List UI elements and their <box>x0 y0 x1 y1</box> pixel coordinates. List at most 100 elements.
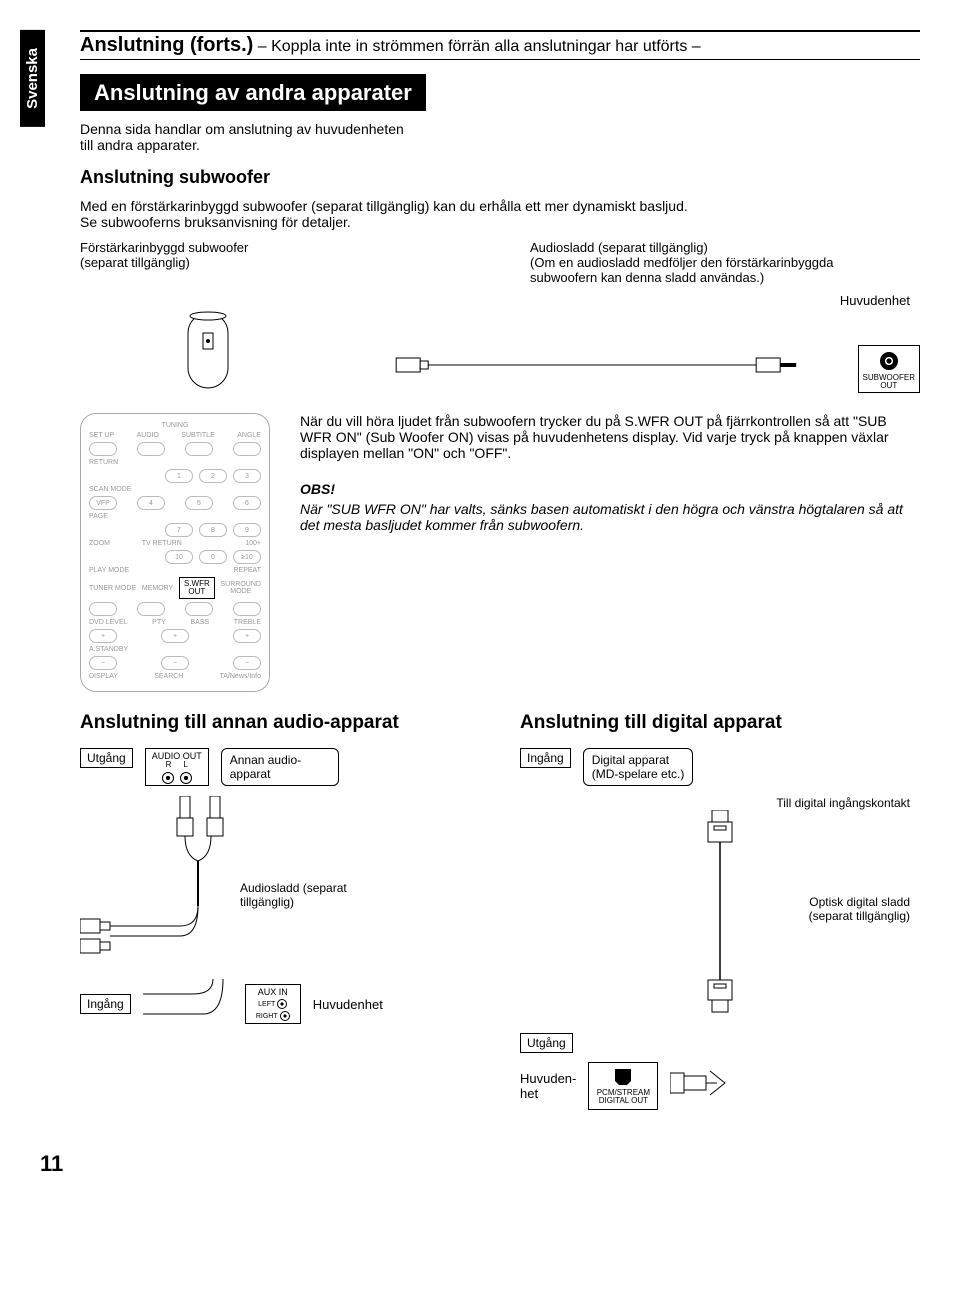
text: SURROUND <box>221 581 261 588</box>
cable-elbow-icon <box>143 979 233 1029</box>
remote-label: BASS <box>190 619 209 626</box>
audio-out-jack: AUDIO OUT R L <box>145 748 209 786</box>
annan-callout: Annan audio-apparat <box>221 748 339 786</box>
right-column-text: När du vill höra ljudet från subwoofern … <box>300 413 920 692</box>
remote-btn: 10 <box>165 550 193 564</box>
note-left: Förstärkarinbyggd subwoofer (separat til… <box>80 240 470 285</box>
remote-label: RETURN <box>89 459 261 466</box>
text-line: (MD-spelare etc.) <box>592 767 685 781</box>
aux-in-jack: AUX IN LEFT RIGHT <box>245 984 301 1024</box>
remote-btn: 3 <box>233 469 261 483</box>
remote-label: SCAN MODE <box>89 486 261 493</box>
text: Annan audio-apparat <box>230 753 330 781</box>
audio-connection-section: Anslutning till annan audio-apparat Utgå… <box>80 712 480 1121</box>
remote-btn: 5 <box>185 496 213 510</box>
remote-label: MEMORY <box>142 585 173 592</box>
remote-btn: 4 <box>137 496 165 510</box>
label: AUDIO OUT <box>152 751 202 761</box>
remote-btn: VFP <box>89 496 117 510</box>
subwoofer-heading: Anslutning subwoofer <box>80 167 920 188</box>
optical-plug-side-icon <box>670 1061 730 1111</box>
remote-btn: 2 <box>199 469 227 483</box>
remote-label: PTY <box>152 619 166 626</box>
remote-label: REPEAT <box>234 567 262 574</box>
main-unit-label: Huvudenhet <box>313 997 383 1012</box>
input-tag: Ingång <box>520 748 571 768</box>
text-line: (separat tillgänglig) <box>80 255 470 270</box>
remote-btn: 8 <box>199 523 227 537</box>
obs-body: När "SUB WFR ON" har valts, sänks basen … <box>300 501 920 533</box>
remote-label: DISPLAY <box>89 673 118 680</box>
remote-label: SET UP <box>89 432 114 439</box>
output-tag: Utgång <box>80 748 133 768</box>
text-line: Digital apparat <box>592 753 685 767</box>
section-heading: Anslutning av andra apparater <box>80 74 426 111</box>
remote-label: ANGLE <box>237 432 261 439</box>
digital-heading: Anslutning till digital apparat <box>520 712 920 734</box>
digital-connection-section: Anslutning till digital apparat Ingång D… <box>520 712 920 1121</box>
remote-label: AUDIO <box>137 432 159 439</box>
digital-device-callout: Digital apparat (MD-spelare etc.) <box>583 748 694 786</box>
language-tab: Svenska <box>20 30 45 127</box>
text-line: het <box>520 1086 576 1101</box>
diagram-notes: Förstärkarinbyggd subwoofer (separat til… <box>80 240 920 285</box>
header-subtitle: – Koppla inte in strömmen förrän alla an… <box>258 38 701 55</box>
text-line: subwoofern kan denna sladd användas.) <box>530 270 920 285</box>
r-label: R <box>166 761 172 769</box>
remote-btn: 6 <box>233 496 261 510</box>
digital-out-jack: PCM/STREAM DIGITAL OUT <box>588 1062 658 1110</box>
label: AUX IN <box>258 987 288 997</box>
section-heading-text: Anslutning av andra apparater <box>94 80 412 105</box>
remote-label: DVD LEVEL <box>89 619 128 626</box>
subwoofer-out-jack: SUBWOOFER OUT <box>858 345 920 393</box>
right-label: RIGHT <box>256 1013 278 1020</box>
input-tag: Ingång <box>80 994 131 1014</box>
remote-label: SEARCH <box>154 673 183 680</box>
note-right: Audiosladd (separat tillgänglig) (Om en … <box>530 240 920 285</box>
intro-line: Denna sida handlar om anslutning av huvu… <box>80 121 920 137</box>
remote-label: TV RETURN <box>142 540 182 547</box>
remote-btn: 0 <box>199 550 227 564</box>
page-number: 11 <box>40 1151 920 1177</box>
text: MODE <box>230 588 251 595</box>
till-digital-note: Till digital ingångskontakt <box>520 796 910 810</box>
remote-btn: 9 <box>233 523 261 537</box>
remote-label: 100+ <box>245 540 261 547</box>
l-label: L <box>183 761 187 769</box>
left-label: LEFT <box>258 1001 275 1008</box>
text-line: (Om en audiosladd medföljer den förstärk… <box>530 255 920 270</box>
remote-label: PLAY MODE <box>89 567 129 574</box>
main-unit-label: Huvudenhet <box>40 293 910 308</box>
swfr-out-highlight: S.WFR OUT <box>179 577 215 599</box>
remote-label: SUBTITLE <box>181 432 214 439</box>
remote-label: PAGE <box>89 513 261 520</box>
intro-text: Denna sida handlar om anslutning av huvu… <box>80 121 920 153</box>
remote-label: TREBLE <box>234 619 261 626</box>
text-line: Huvuden- <box>520 1071 576 1086</box>
subwoofer-para: Med en förstärkarinbyggd subwoofer (sepa… <box>80 198 920 230</box>
jack-label: OUT <box>880 381 897 390</box>
subwoofer-icon <box>183 308 233 393</box>
header-title: Anslutning (forts.) <box>80 34 253 56</box>
remote-btn: ≥10 <box>233 550 261 564</box>
remote-control-icon: TUNING SET UP AUDIO SUBTITLE ANGLE RETUR… <box>80 413 270 692</box>
audio-heading: Anslutning till annan audio-apparat <box>80 712 480 734</box>
remote-btn: 1 <box>165 469 193 483</box>
page-header: Anslutning (forts.) – Koppla inte in str… <box>80 30 920 60</box>
main-unit-label-stacked: Huvuden- het <box>520 1071 576 1101</box>
intro-line: till andra apparater. <box>80 137 920 153</box>
label: DIGITAL OUT <box>599 1096 648 1105</box>
text: OUT <box>188 587 205 596</box>
paragraph: När du vill höra ljudet från subwoofern … <box>300 413 920 461</box>
remote-label: TUNER MODE <box>89 585 136 592</box>
remote-label: TUNING <box>162 422 189 429</box>
text-line: Förstärkarinbyggd subwoofer <box>80 240 470 255</box>
remote-btn: 7 <box>165 523 193 537</box>
remote-label: A.STANDBY <box>89 646 261 653</box>
remote-label: TA/News/Info <box>220 673 262 680</box>
text-line: Med en förstärkarinbyggd subwoofer (sepa… <box>80 198 920 214</box>
remote-label: ZOOM <box>89 540 110 547</box>
output-tag: Utgång <box>520 1033 573 1053</box>
text-line: Se subwooferns bruksanvisning för detalj… <box>80 214 920 230</box>
obs-heading: OBS! <box>300 481 920 497</box>
